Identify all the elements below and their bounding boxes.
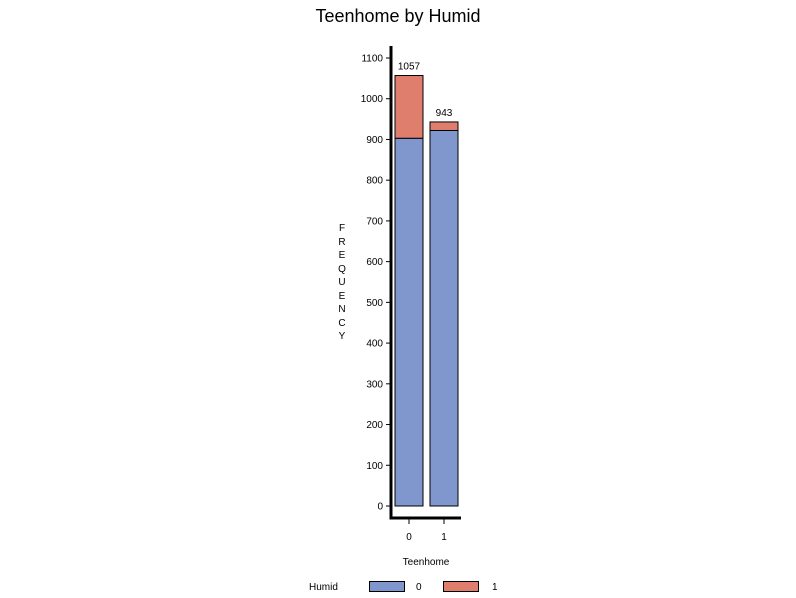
y-tick-label: 300 [366, 379, 383, 390]
legend-label-1: 1 [492, 582, 498, 593]
x-tick-label: 1 [441, 532, 447, 543]
bar-total-label: 1057 [398, 62, 421, 73]
bar-1-series-0 [429, 129, 459, 507]
legend-label-0: 0 [416, 582, 422, 593]
chart-title: Teenhome by Humid [315, 6, 481, 26]
y-tick-label: 400 [366, 339, 383, 350]
y-tick-label: 1000 [361, 94, 384, 105]
bar-0-series-0 [394, 137, 424, 507]
y-tick-label: 100 [366, 461, 383, 472]
legend-swatch-1 [443, 581, 479, 592]
y-tick-label: 900 [366, 135, 383, 146]
y-tick-label: 500 [366, 298, 383, 309]
legend-swatch-0 [369, 581, 405, 592]
bar-total-label: 943 [436, 108, 453, 119]
y-tick-label: 1100 [361, 54, 383, 65]
legend-title: Humid [309, 582, 338, 593]
y-tick-label: 700 [366, 216, 383, 227]
bar-0-series-1 [394, 75, 424, 139]
y-tick-label: 600 [366, 257, 383, 268]
y-axis-label: FREQUENCY [338, 223, 346, 342]
y-tick-label: 200 [366, 420, 383, 431]
x-axis-label: Teenhome [402, 557, 450, 568]
x-tick-label: 0 [406, 532, 412, 543]
bar-1-series-1 [429, 121, 459, 131]
y-tick-label: 800 [366, 176, 383, 187]
y-tick-label: 0 [377, 502, 383, 513]
